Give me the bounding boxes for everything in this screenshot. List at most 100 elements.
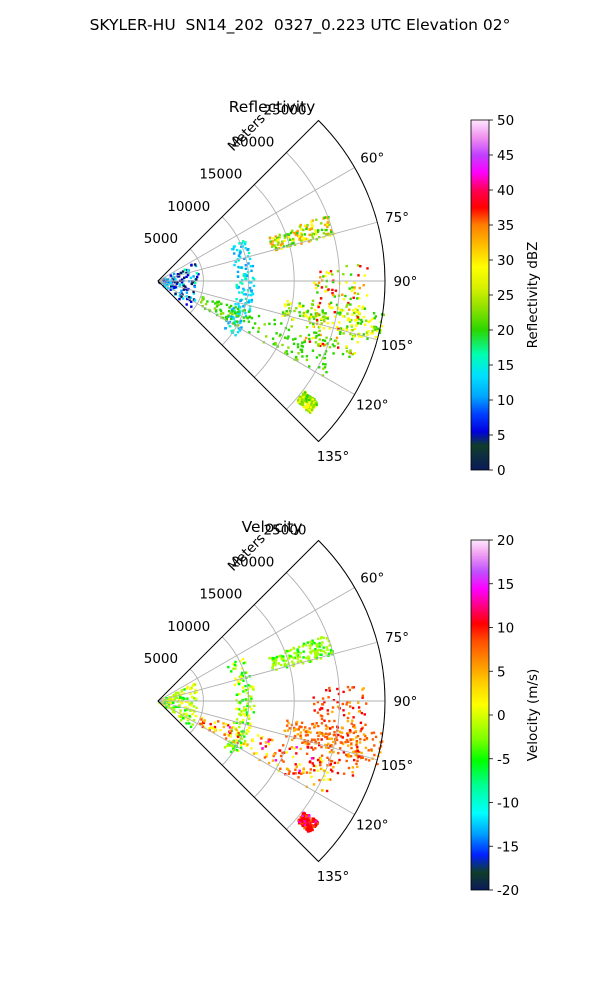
echo-gate bbox=[237, 324, 240, 327]
echo-gate bbox=[293, 232, 296, 235]
echo-gate bbox=[320, 317, 323, 320]
echo-gate bbox=[322, 312, 325, 315]
echo-gate bbox=[305, 355, 309, 358]
echo-gate bbox=[287, 772, 291, 775]
echo-gate bbox=[240, 732, 244, 735]
echo-gate bbox=[316, 653, 320, 656]
echo-gate bbox=[238, 242, 241, 245]
azimuth-gridline bbox=[157, 280, 355, 395]
echo-gate bbox=[320, 745, 323, 749]
echo-gate bbox=[328, 686, 331, 690]
echo-gate bbox=[253, 704, 256, 708]
echo-gate bbox=[317, 333, 320, 337]
echo-gate bbox=[272, 237, 275, 240]
echo-gate bbox=[326, 709, 329, 712]
echo-gate bbox=[298, 763, 301, 766]
echo-gate bbox=[340, 731, 344, 734]
echo-gate bbox=[245, 711, 248, 714]
echo-gate bbox=[217, 720, 220, 723]
echo-gate bbox=[242, 690, 245, 693]
echo-gate bbox=[359, 729, 362, 733]
echo-gate bbox=[232, 662, 235, 666]
panel-title: Reflectivity bbox=[229, 98, 316, 116]
echo-gate bbox=[337, 733, 340, 737]
echo-gate bbox=[244, 742, 247, 745]
echo-gate bbox=[241, 291, 244, 294]
echo-gate bbox=[276, 236, 279, 239]
echo-gate bbox=[347, 712, 351, 715]
echo-gate bbox=[318, 329, 321, 332]
echo-gate bbox=[265, 755, 268, 758]
echo-gate bbox=[320, 228, 324, 232]
echo-gate bbox=[290, 242, 293, 245]
echo-gate bbox=[238, 311, 241, 314]
radar-panel-velocity: Velocity500010000150002000025000Meters60… bbox=[144, 518, 541, 899]
echo-gate bbox=[275, 240, 278, 243]
echo-gate bbox=[170, 286, 174, 290]
azimuth-tick-label: 105° bbox=[381, 338, 414, 354]
range-tick-label: 25000 bbox=[264, 102, 307, 118]
echo-gate bbox=[354, 753, 357, 757]
echo-gate bbox=[295, 720, 299, 724]
echo-gate bbox=[319, 270, 322, 274]
echo-gate bbox=[190, 702, 194, 705]
echo-gate bbox=[287, 346, 290, 349]
echo-gate bbox=[306, 405, 309, 408]
echo-gate bbox=[307, 240, 311, 243]
echo-gate bbox=[237, 310, 240, 314]
echo-gate bbox=[303, 233, 307, 236]
echo-gate bbox=[378, 331, 381, 334]
echo-gate bbox=[271, 659, 275, 662]
echo-gate bbox=[195, 706, 198, 710]
echo-gate bbox=[327, 746, 330, 749]
echo-gate bbox=[286, 650, 289, 653]
echo-gate bbox=[244, 267, 248, 270]
echo-gate bbox=[337, 751, 340, 755]
echo-gate bbox=[265, 335, 268, 338]
echo-gate bbox=[316, 649, 319, 652]
echo-gate bbox=[184, 285, 187, 288]
echo-gate bbox=[198, 722, 202, 725]
echo-gate bbox=[305, 656, 308, 660]
echo-gate bbox=[367, 320, 370, 324]
echo-gate bbox=[351, 337, 354, 341]
echo-gate bbox=[310, 397, 313, 401]
range-tick-label: 20000 bbox=[231, 555, 274, 571]
echo-gate bbox=[325, 746, 328, 749]
echo-gate bbox=[361, 306, 364, 310]
echo-gate bbox=[321, 357, 325, 360]
echo-gate bbox=[242, 662, 245, 665]
echo-gate bbox=[248, 308, 252, 311]
echo-gate bbox=[295, 653, 298, 656]
echo-gate bbox=[331, 292, 334, 295]
echo-gate bbox=[267, 742, 271, 746]
echo-gate bbox=[237, 679, 240, 682]
echo-gate bbox=[322, 232, 326, 235]
echo-gate bbox=[296, 656, 299, 659]
echo-gate bbox=[319, 732, 322, 735]
echo-gate bbox=[347, 317, 350, 320]
echo-gate bbox=[305, 395, 309, 398]
echo-gate bbox=[233, 263, 236, 267]
echo-gate bbox=[309, 760, 312, 763]
echo-gate bbox=[307, 730, 310, 734]
echo-gate bbox=[238, 733, 242, 737]
sector-frame bbox=[157, 539, 386, 863]
echo-gate bbox=[308, 828, 312, 831]
echo-gate bbox=[186, 273, 190, 277]
echo-gate bbox=[228, 726, 232, 729]
echo-gate bbox=[181, 270, 185, 273]
echo-gate bbox=[276, 243, 280, 246]
echo-gate bbox=[315, 335, 318, 338]
echo-gate bbox=[318, 366, 321, 369]
echo-gate bbox=[239, 746, 243, 750]
echo-gate bbox=[273, 753, 276, 756]
echo-gate bbox=[308, 337, 311, 341]
echo-gate bbox=[356, 734, 360, 738]
echo-gate bbox=[250, 298, 253, 302]
echo-gate bbox=[348, 729, 352, 732]
echo-gate bbox=[193, 683, 197, 686]
echo-gate bbox=[304, 224, 307, 227]
echo-gate bbox=[271, 245, 274, 248]
